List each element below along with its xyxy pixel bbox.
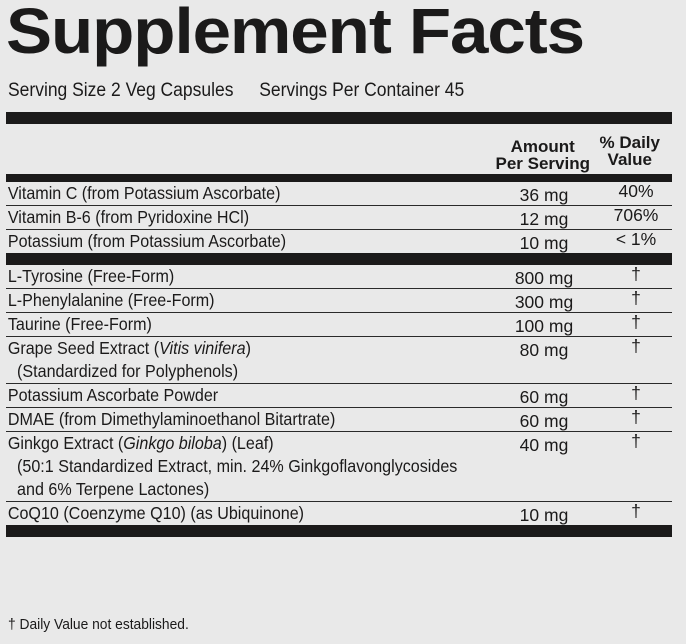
name-text: and 6% Terpene Lactones) xyxy=(17,479,210,499)
name-line: (Standardized for Polyphenols) xyxy=(8,360,450,383)
table-row: Vitamin C (from Potassium Ascorbate) 36 m… xyxy=(6,181,672,206)
divider-medium xyxy=(6,174,672,182)
table-row: Taurine (Free-Form) 100 mg † xyxy=(6,312,672,337)
panel-title: Supplement Facts xyxy=(6,0,585,67)
latin-name: Vitis vinifera xyxy=(159,338,246,358)
ingredient-name: DMAE (from Dimethylaminoethanol Bitartra… xyxy=(6,408,449,431)
name-line: Grape Seed Extract (Vitis vinifera) xyxy=(8,337,450,360)
table-row: Ginkgo Extract (Ginkgo biloba) (Leaf) (50… xyxy=(6,431,672,502)
name-line: CoQ10 (Coenzyme Q10) (as Ubiquinone) xyxy=(8,502,450,525)
name-line: (50:1 Standardized Extract, min. 24% Gin… xyxy=(8,455,457,478)
daily-value: † xyxy=(631,312,641,332)
name-line: and 6% Terpene Lactones) xyxy=(8,478,450,501)
name-line: DMAE (from Dimethylaminoethanol Bitartra… xyxy=(8,408,450,431)
ingredient-name: L-Phenylalanine (Free-Form) xyxy=(6,289,449,312)
daily-value: 706% xyxy=(613,205,659,225)
amount: 100 mg xyxy=(514,316,574,336)
table-row: Vitamin B-6 (from Pyridoxine HCl) 12 mg 70… xyxy=(6,205,672,230)
daily-value: † xyxy=(631,431,641,451)
table-row: DMAE (from Dimethylaminoethanol Bitartra… xyxy=(6,407,672,432)
amount: 60 mg xyxy=(519,411,569,431)
ingredient-name: Taurine (Free-Form) xyxy=(6,313,449,336)
daily-value: † xyxy=(631,288,641,308)
amount: 12 mg xyxy=(519,209,569,229)
dv-header: % Daily Value xyxy=(600,134,660,168)
table-row: L-Phenylalanine (Free-Form) 300 mg † xyxy=(6,288,672,313)
amount: 10 mg xyxy=(519,233,569,253)
ingredient-name: Potassium (from Potassium Ascorbate) xyxy=(6,230,449,253)
daily-value: † xyxy=(631,407,641,427)
daily-value: † xyxy=(631,501,641,521)
name-text: CoQ10 (Coenzyme Q10) (as Ubiquinone) xyxy=(7,503,305,523)
name-line: L-Phenylalanine (Free-Form) xyxy=(8,289,450,312)
amount-header-line1: Amount xyxy=(510,137,575,156)
daily-value: 40% xyxy=(618,181,654,201)
name-text: L-Phenylalanine (Free-Form) xyxy=(7,290,215,310)
serving-size: Serving Size 2 Veg Capsules xyxy=(8,80,234,101)
name-text: ) xyxy=(245,338,251,358)
amount: 36 mg xyxy=(519,185,569,205)
name-text: Vitamin C (from Potassium Ascorbate) xyxy=(7,183,281,203)
name-text: Ginkgo Extract ( xyxy=(7,433,124,453)
table-row: Potassium Ascorbate Powder 60 mg † xyxy=(6,383,672,408)
table-row: L-Tyrosine (Free-Form) 800 mg † xyxy=(6,264,672,289)
amount: 10 mg xyxy=(519,505,569,525)
name-line: Vitamin B-6 (from Pyridoxine HCl) xyxy=(8,206,450,229)
divider-thick xyxy=(6,253,672,265)
ingredient-name: Potassium Ascorbate Powder xyxy=(6,384,449,407)
name-line: Taurine (Free-Form) xyxy=(8,313,450,336)
table-header: Amount Per Serving % Daily Value xyxy=(6,124,672,174)
name-line: Vitamin C (from Potassium Ascorbate) xyxy=(8,182,450,205)
amount: 40 mg xyxy=(519,435,569,455)
ingredient-name: Ginkgo Extract (Ginkgo biloba) (Leaf) (50… xyxy=(6,432,458,501)
vitamin-rows: Vitamin C (from Potassium Ascorbate) 36 m… xyxy=(6,181,672,253)
ingredient-rows: L-Tyrosine (Free-Form) 800 mg † L-Phenylala… xyxy=(6,264,672,525)
dv-header-line2: Value xyxy=(607,150,652,169)
ingredient-name: CoQ10 (Coenzyme Q10) (as Ubiquinone) xyxy=(6,502,449,525)
name-line: Ginkgo Extract (Ginkgo biloba) (Leaf) xyxy=(8,432,450,455)
amount: 800 mg xyxy=(514,268,574,288)
amount: 80 mg xyxy=(519,340,569,360)
name-text: Potassium Ascorbate Powder xyxy=(7,385,219,405)
name-line: Potassium Ascorbate Powder xyxy=(8,384,450,407)
divider-thick xyxy=(6,112,672,124)
table-row: Potassium (from Potassium Ascorbate) 10 m… xyxy=(6,229,672,253)
ingredient-name: L-Tyrosine (Free-Form) xyxy=(6,265,449,288)
serving-info: Serving Size 2 Veg Capsules Servings Per … xyxy=(8,80,464,102)
name-text: DMAE (from Dimethylaminoethanol Bitartra… xyxy=(7,409,336,429)
divider-thick xyxy=(6,525,672,537)
name-text: Vitamin B-6 (from Pyridoxine HCl) xyxy=(7,207,250,227)
latin-name: Ginkgo biloba xyxy=(123,433,222,453)
daily-value: † xyxy=(631,336,641,356)
name-text: (Standardized for Polyphenols) xyxy=(17,361,239,381)
ingredient-name: Grape Seed Extract (Vitis vinifera) (Stan… xyxy=(6,337,449,383)
amount: 300 mg xyxy=(514,292,574,312)
dv-header-line1: % Daily xyxy=(599,133,660,152)
servings-per-container: Servings Per Container 45 xyxy=(259,80,465,101)
name-text: (50:1 Standardized Extract, min. 24% Gin… xyxy=(17,456,458,476)
daily-value: < 1% xyxy=(615,229,657,249)
ingredient-name: Vitamin B-6 (from Pyridoxine HCl) xyxy=(6,206,449,229)
amount-header-line2: Per Serving xyxy=(495,154,591,173)
name-text: Grape Seed Extract ( xyxy=(7,338,160,358)
facts-table: Amount Per Serving % Daily Value Vitamin C… xyxy=(6,112,672,537)
amount: 60 mg xyxy=(519,387,569,407)
ingredient-name: Vitamin C (from Potassium Ascorbate) xyxy=(6,182,449,205)
name-text: Taurine (Free-Form) xyxy=(7,314,152,334)
name-line: Potassium (from Potassium Ascorbate) xyxy=(8,230,450,253)
daily-value: † xyxy=(631,264,641,284)
table-row: CoQ10 (Coenzyme Q10) (as Ubiquinone) 10 m… xyxy=(6,501,672,525)
name-text: Potassium (from Potassium Ascorbate) xyxy=(7,231,287,251)
footnote: † Daily Value not established. xyxy=(8,616,189,633)
table-row: Grape Seed Extract (Vitis vinifera) (Stan… xyxy=(6,336,672,384)
daily-value: † xyxy=(631,383,641,403)
name-text: ) (Leaf) xyxy=(221,433,274,453)
name-line: L-Tyrosine (Free-Form) xyxy=(8,265,450,288)
name-text: L-Tyrosine (Free-Form) xyxy=(7,266,175,286)
amount-header: Amount Per Serving xyxy=(496,138,591,172)
